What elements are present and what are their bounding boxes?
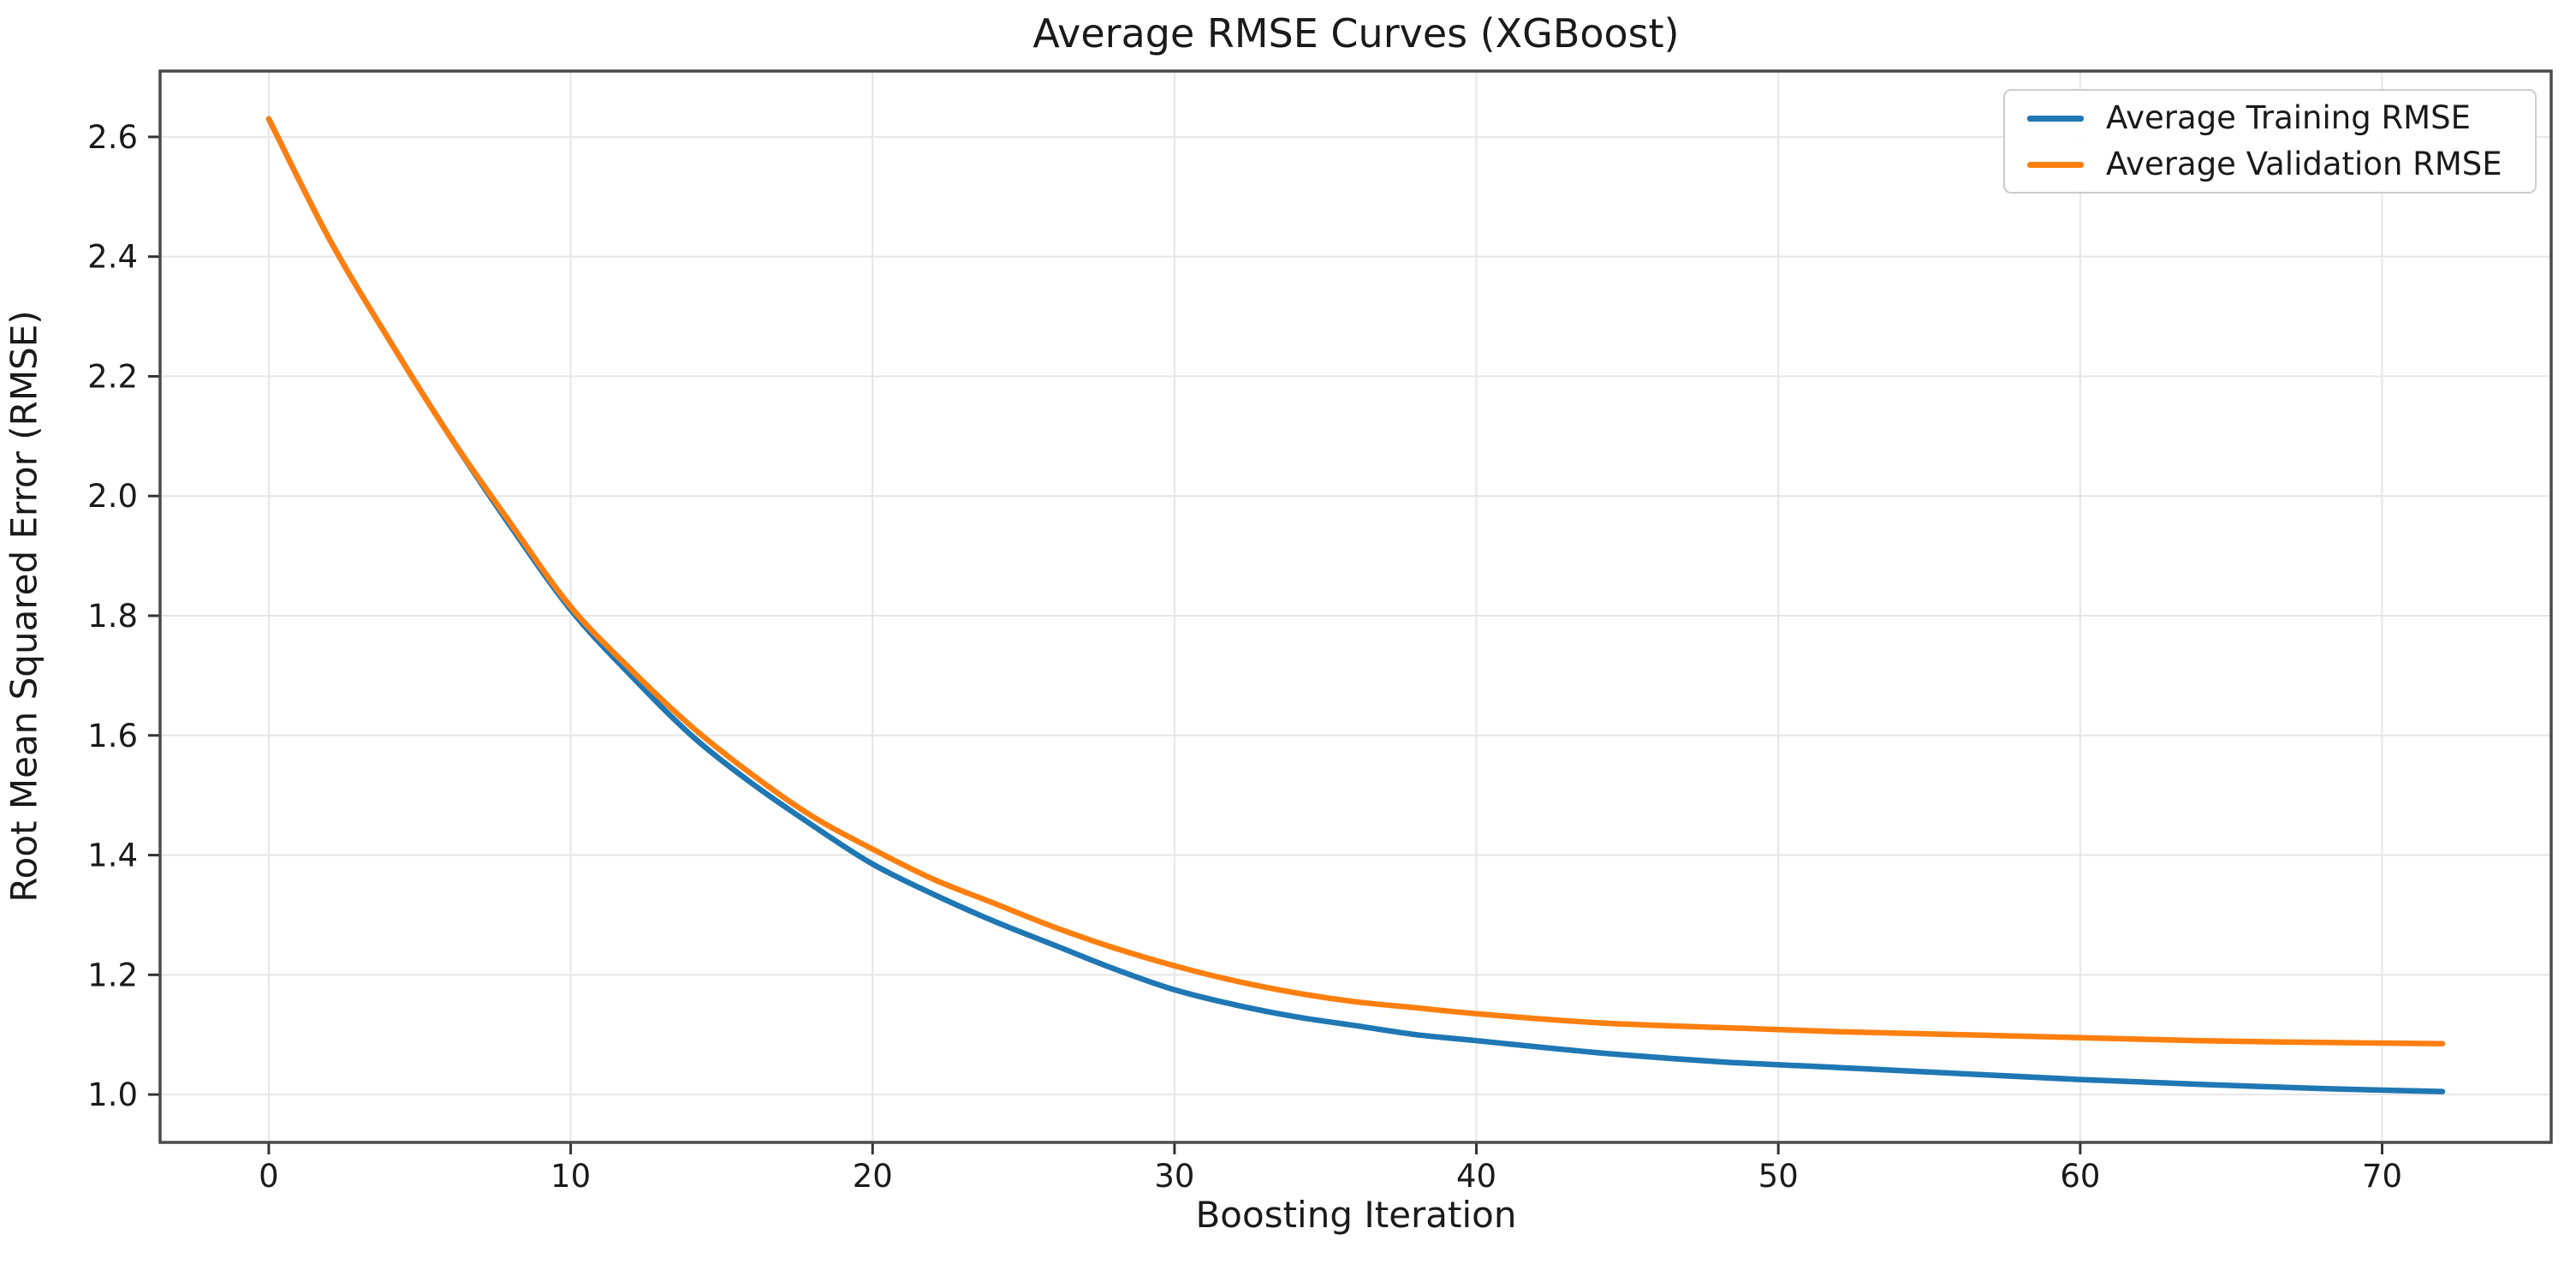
svg-text:1.6: 1.6 (87, 718, 138, 754)
validation-line-swatch-icon (2027, 161, 2084, 168)
svg-text:40: 40 (1456, 1158, 1496, 1195)
y-axis-label: Root Mean Squared Error (RMSE) (3, 310, 45, 903)
training-line-swatch-icon (2027, 115, 2084, 122)
svg-text:60: 60 (2060, 1158, 2100, 1195)
svg-text:1.4: 1.4 (87, 838, 138, 874)
svg-text:2.4: 2.4 (87, 239, 138, 276)
legend: Average Training RMSE Average Validation… (2003, 89, 2537, 194)
y-tick-labels: 1.0 1.2 1.4 1.6 1.8 2.0 2.2 2.4 2.6 (87, 119, 138, 1113)
svg-text:20: 20 (853, 1158, 893, 1195)
svg-text:1.0: 1.0 (87, 1076, 138, 1113)
x-tick-labels: 0 10 20 30 40 50 60 70 (259, 1158, 2402, 1195)
svg-text:1.2: 1.2 (87, 957, 138, 993)
legend-entry-training: Average Training RMSE (2027, 101, 2535, 135)
legend-label-validation: Average Validation RMSE (2106, 146, 2502, 182)
svg-text:70: 70 (2362, 1158, 2402, 1195)
x-axis-label: Boosting Iteration (1195, 1194, 1517, 1236)
svg-text:50: 50 (1758, 1158, 1799, 1195)
svg-text:2.6: 2.6 (87, 119, 138, 156)
legend-entry-validation: Average Validation RMSE (2027, 147, 2535, 182)
chart-title: Average RMSE Curves (XGBoost) (1032, 10, 1680, 57)
validation-rmse-line (265, 116, 2446, 1046)
svg-text:1.8: 1.8 (87, 598, 138, 635)
svg-text:10: 10 (550, 1158, 591, 1195)
svg-text:0: 0 (259, 1158, 279, 1195)
plot-border (158, 69, 2553, 1144)
training-rmse-line (265, 116, 2446, 1094)
svg-text:2.2: 2.2 (87, 358, 138, 395)
axis-ticks (148, 135, 2384, 1154)
grid-lines (160, 71, 2551, 1142)
svg-text:2.0: 2.0 (87, 478, 138, 515)
svg-text:30: 30 (1154, 1158, 1194, 1195)
legend-label-training: Average Training RMSE (2106, 99, 2471, 136)
